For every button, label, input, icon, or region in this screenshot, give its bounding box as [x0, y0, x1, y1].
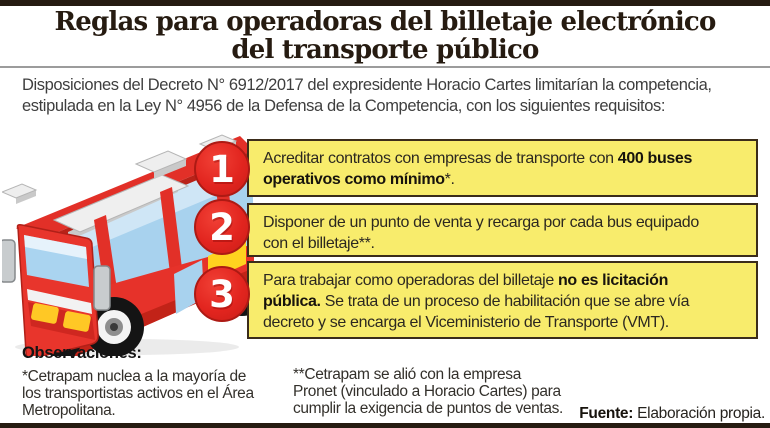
requirement-text-1: Acreditar contratos con empresas de tran…	[249, 141, 756, 190]
bus-left-mirror	[2, 239, 16, 283]
requirement-text-2: Disponer de un punto de venta y recarga …	[249, 205, 756, 254]
intro-line2: estipulada en la Ley N° 4956 de la Defen…	[22, 97, 666, 115]
top-bar	[0, 0, 770, 6]
footnote-1-line1: *Cetrapam nuclea a la mayoría de	[22, 368, 247, 385]
footnote-1: *Cetrapam nuclea a la mayoría de los tra…	[22, 368, 287, 419]
bus-side-wheel	[84, 297, 144, 356]
observations-heading: Observaciones:	[22, 344, 142, 362]
page-title: Reglas para operadoras del billetaje ele…	[0, 8, 770, 64]
number-badge-2: 2	[194, 199, 250, 255]
bus-front-band	[27, 289, 92, 314]
intro-line1: Disposiciones del Decreto N° 6912/2017 d…	[22, 76, 712, 94]
requirement-box-2: Disponer de un punto de venta y recarga …	[247, 203, 758, 257]
requirement-box-3: Para trabajar como operadoras del billet…	[247, 261, 758, 339]
footnote-2-line3: cumplir la exigencia de puntos de ventas…	[293, 400, 563, 417]
bus-headlights	[31, 303, 91, 332]
bus-roof-vent	[134, 150, 188, 179]
footnote-2-line2: Pronet (vinculado a Horacio Cartes) para	[293, 383, 561, 400]
number-badge-1: 1	[194, 141, 250, 197]
requirement-3-post: Se trata de un proceso de habilitación q…	[263, 293, 690, 331]
footnote-2: **Cetrapam se alió con la empresa Pronet…	[293, 366, 623, 417]
footnote-2-line1: **Cetrapam se alió con la empresa	[293, 366, 521, 383]
requirement-1-bold: 400 buses operativos como mínimo	[263, 150, 693, 188]
number-badge-3: 3	[194, 266, 250, 322]
bottom-bar	[0, 423, 770, 428]
requirement-text-3: Para trabajar como operadoras del billet…	[249, 263, 756, 333]
requirement-3-pre: Para trabajar como operadoras del billet…	[263, 272, 558, 289]
bus-right-mirror	[93, 265, 111, 311]
footnote-1-line3: Metropolitana.	[22, 402, 116, 419]
requirement-1-post: *.	[444, 171, 455, 188]
requirement-2-pre: Disponer de un punto de venta y recarga …	[263, 214, 699, 252]
requirement-3-bold: no es licitación pública.	[263, 272, 668, 310]
page-title-line2: del transporte público	[231, 35, 539, 65]
source-label: Fuente:	[579, 405, 634, 422]
title-separator	[0, 66, 770, 68]
bus-windshield-glare	[24, 235, 87, 259]
intro-text: Disposiciones del Decreto N° 6912/2017 d…	[22, 75, 766, 117]
source-text: Elaboración propia.	[633, 405, 765, 422]
bus-front	[16, 224, 99, 356]
requirement-1-pre: Acreditar contratos con empresas de tran…	[263, 150, 618, 167]
requirement-box-1: Acreditar contratos con empresas de tran…	[247, 139, 758, 197]
source-line: Fuente: Elaboración propia.	[579, 405, 765, 423]
footnote-1-line2: los transportistas activos en el Área	[22, 385, 254, 402]
bus-roof-vent	[2, 183, 38, 204]
page-title-line1: Reglas para operadoras del billetaje ele…	[54, 7, 717, 37]
